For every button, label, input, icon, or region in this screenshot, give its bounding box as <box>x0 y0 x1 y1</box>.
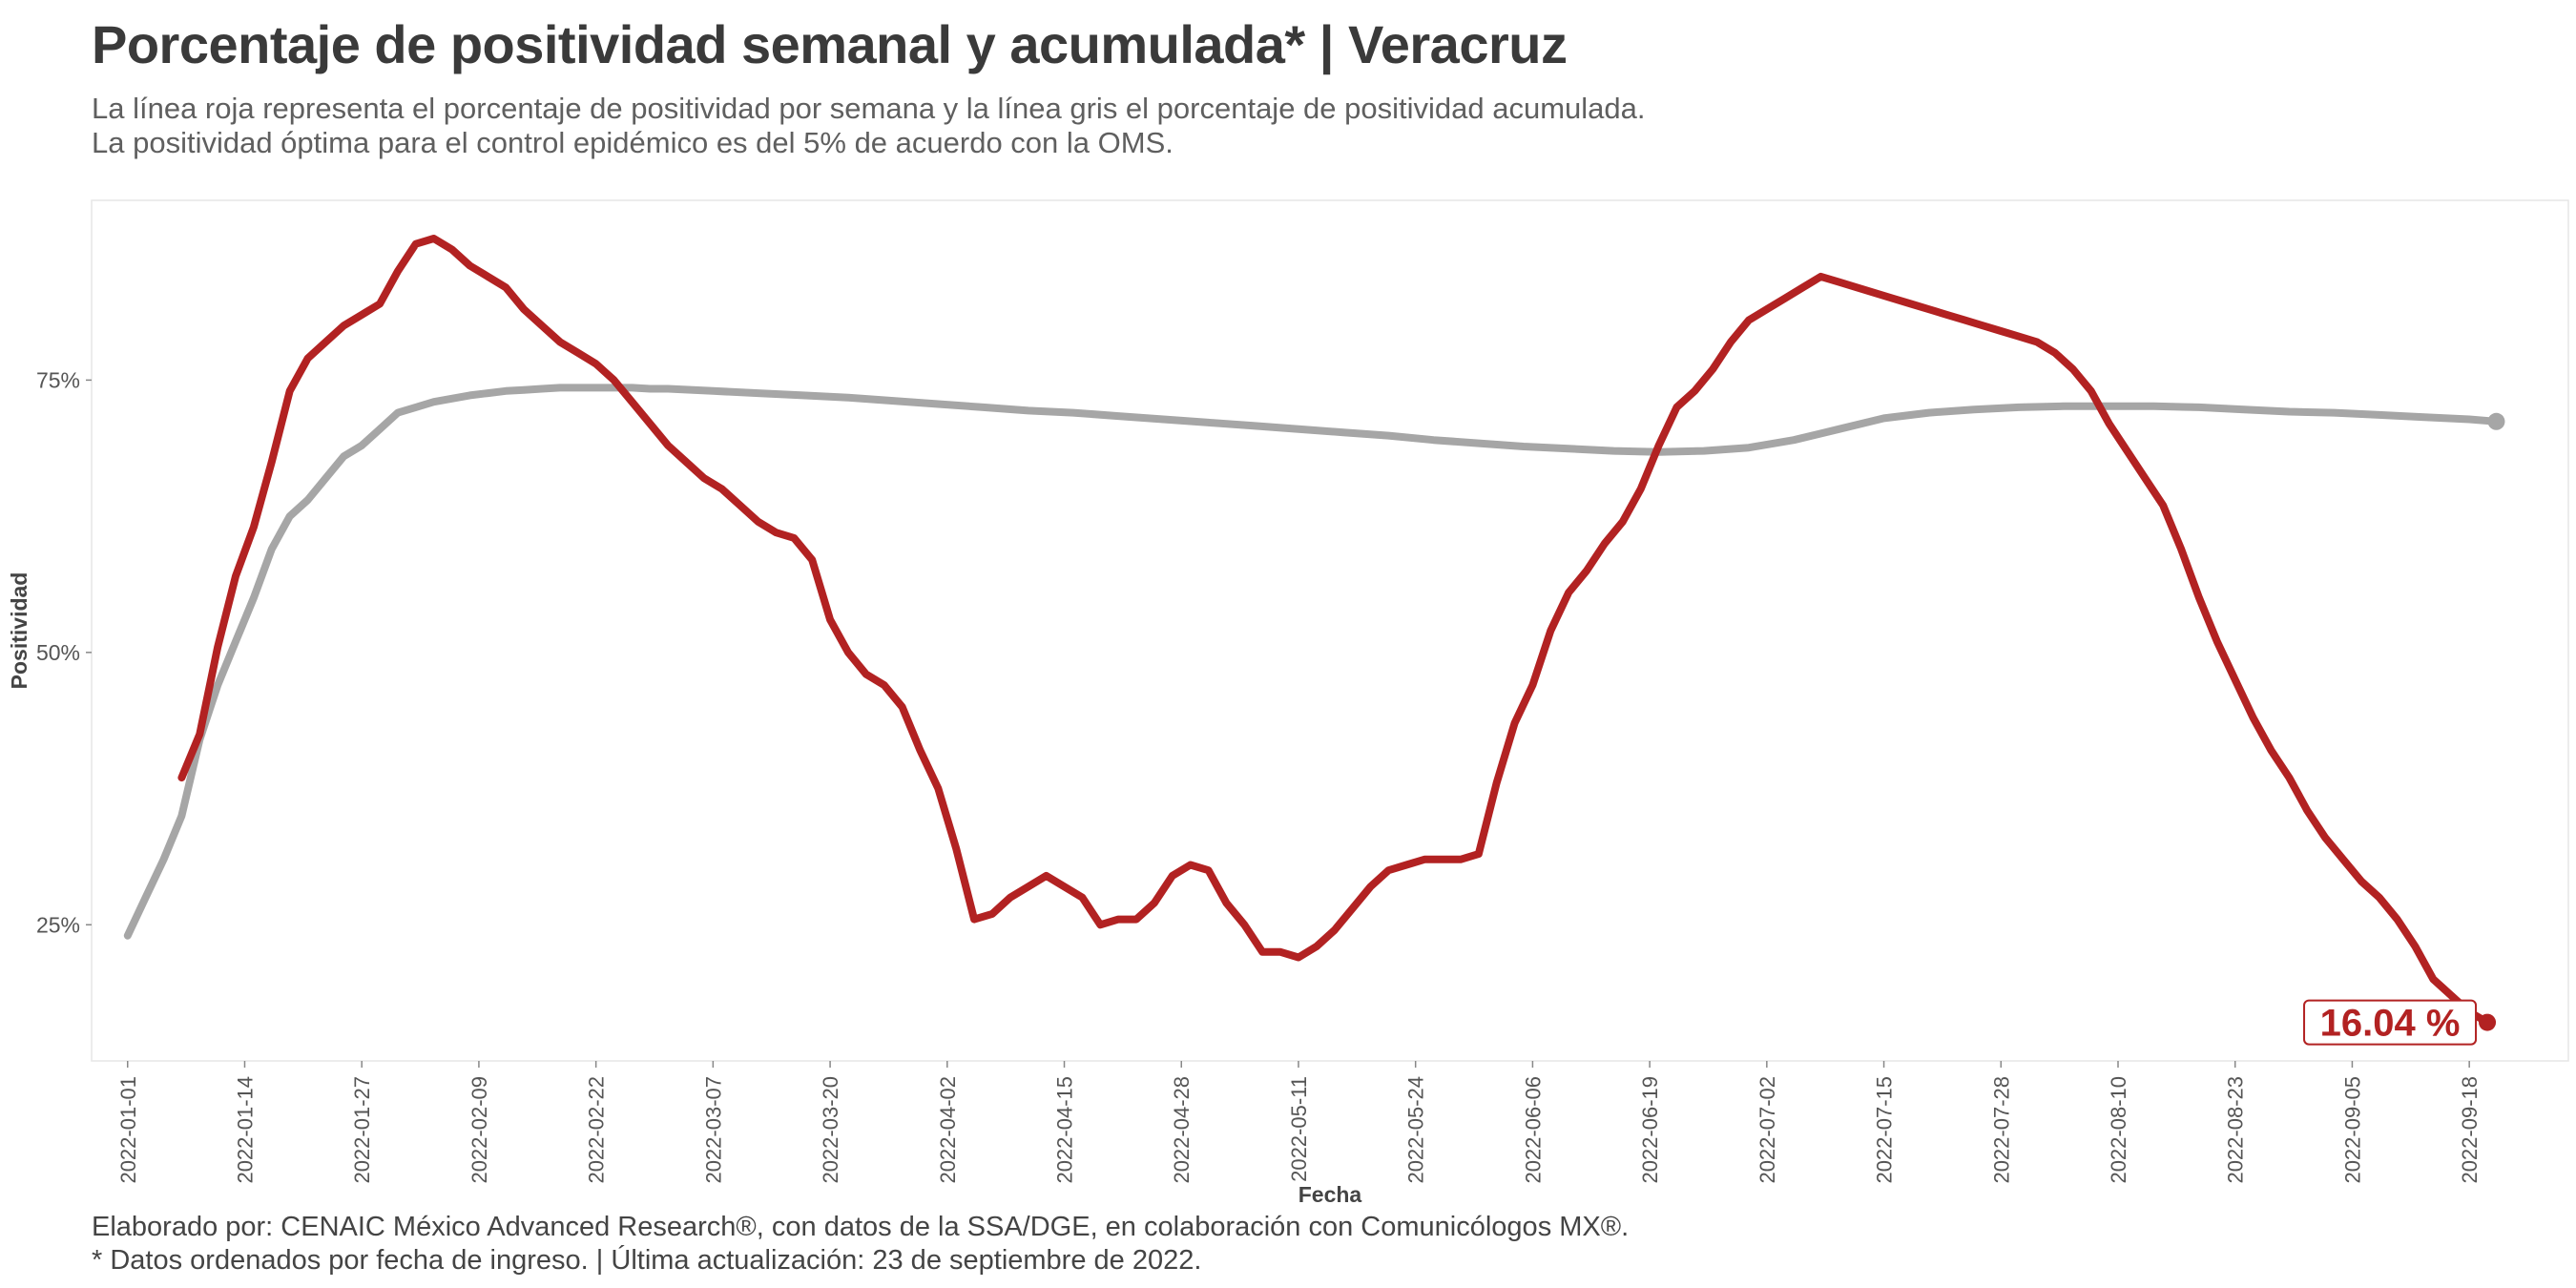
x-tick-label: 2022-05-24 <box>1404 1076 1428 1184</box>
x-tick-label: 2022-07-02 <box>1755 1076 1779 1184</box>
x-tick-label: 2022-06-19 <box>1638 1076 1662 1184</box>
chart-subtitle-line-1: La línea roja representa el porcentaje d… <box>92 92 1646 125</box>
chart-title: Porcentaje de positividad semanal y acum… <box>92 14 1568 74</box>
x-tick-label: 2022-02-09 <box>467 1076 491 1184</box>
x-tick-label: 2022-05-11 <box>1287 1076 1311 1182</box>
y-tick-label: 50% <box>36 640 80 665</box>
source-caption: Elaborado por: CENAIC México Advanced Re… <box>92 1212 1630 1242</box>
chart-subtitle-line-2: La positividad óptima para el control ep… <box>92 126 1174 159</box>
y-axis-ticks: 25% 50% 75% <box>36 367 92 937</box>
x-tick-label: 2022-01-27 <box>350 1076 374 1184</box>
y-tick-label: 25% <box>36 912 80 937</box>
cumulative-end-point <box>2487 412 2505 430</box>
y-axis-title: Positividad <box>7 572 31 690</box>
update-note: * Datos ordenados por fecha de ingreso. … <box>92 1245 1202 1276</box>
x-tick-label: 2022-08-10 <box>2107 1076 2130 1184</box>
x-axis-title: Fecha <box>1298 1182 1362 1207</box>
x-tick-label: 2022-01-14 <box>233 1076 257 1184</box>
end-value-label: 16.04 % <box>2320 1003 2461 1045</box>
x-tick-label: 2022-04-02 <box>936 1076 960 1184</box>
series-layer <box>123 235 2505 1027</box>
weekly-positivity-line <box>177 235 2491 1027</box>
x-tick-label: 2022-04-15 <box>1053 1076 1077 1184</box>
x-axis-ticks: 2022-01-01 2022-01-14 2022-01-27 2022-02-09… <box>116 1061 2482 1184</box>
x-tick-label: 2022-03-20 <box>819 1076 842 1184</box>
end-value-marker: 16.04 % <box>2303 999 2497 1046</box>
plot-panel <box>91 199 2569 1062</box>
x-tick-label: 2022-07-28 <box>1989 1076 2013 1184</box>
x-tick-label: 2022-07-15 <box>1873 1076 1897 1184</box>
x-tick-label: 2022-06-06 <box>1521 1076 1545 1184</box>
x-tick-label: 2022-03-07 <box>701 1076 725 1184</box>
x-tick-label: 2022-01-01 <box>116 1076 140 1184</box>
cumulative-positivity-line <box>123 384 2501 940</box>
x-tick-label: 2022-02-22 <box>585 1076 609 1184</box>
x-tick-label: 2022-04-28 <box>1170 1076 1194 1184</box>
end-value-label-box <box>2303 999 2478 1046</box>
x-tick-label: 2022-08-23 <box>2224 1076 2248 1184</box>
weekly-end-point <box>2479 1013 2497 1031</box>
x-tick-label: 2022-09-05 <box>2340 1076 2364 1184</box>
x-tick-label: 2022-09-18 <box>2458 1076 2482 1184</box>
y-tick-label: 75% <box>36 367 80 392</box>
